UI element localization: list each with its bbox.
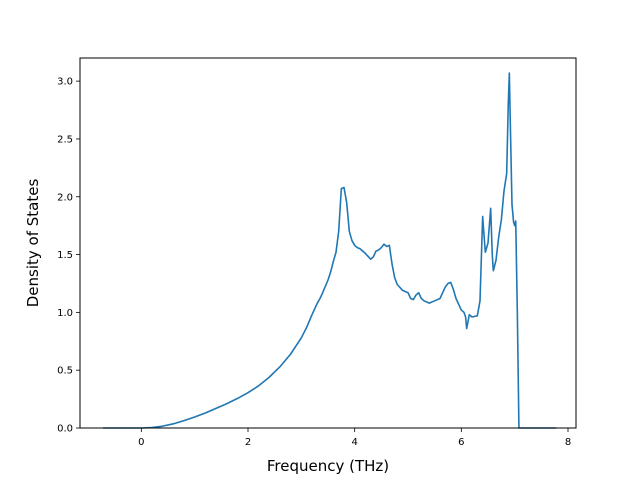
x-tick-label: 4	[351, 437, 357, 448]
y-tick-label: 0.5	[57, 366, 73, 377]
plot-area	[102, 72, 557, 429]
axes-frame	[79, 57, 577, 429]
dos-series-line-0	[102, 72, 557, 429]
y-axis-ticks: 0.0 0.5 1.0 1.5 2.0 2.5 3.0	[57, 77, 80, 435]
y-tick-label: 1.5	[57, 250, 73, 261]
x-axis-label: Frequency (THz)	[267, 457, 389, 475]
x-axis-ticks: 0 2 4 6 8	[138, 428, 571, 448]
y-axis-label: Density of States	[24, 179, 42, 308]
x-tick-label: 2	[245, 437, 251, 448]
x-tick-label: 0	[138, 437, 144, 448]
y-tick-label: 3.0	[57, 77, 73, 88]
y-tick-label: 2.5	[57, 134, 73, 145]
y-tick-label: 2.0	[57, 192, 73, 203]
x-tick-label: 8	[565, 437, 571, 448]
y-tick-label: 1.0	[57, 308, 73, 319]
y-tick-label: 0.0	[57, 424, 73, 435]
x-tick-label: 6	[458, 437, 464, 448]
